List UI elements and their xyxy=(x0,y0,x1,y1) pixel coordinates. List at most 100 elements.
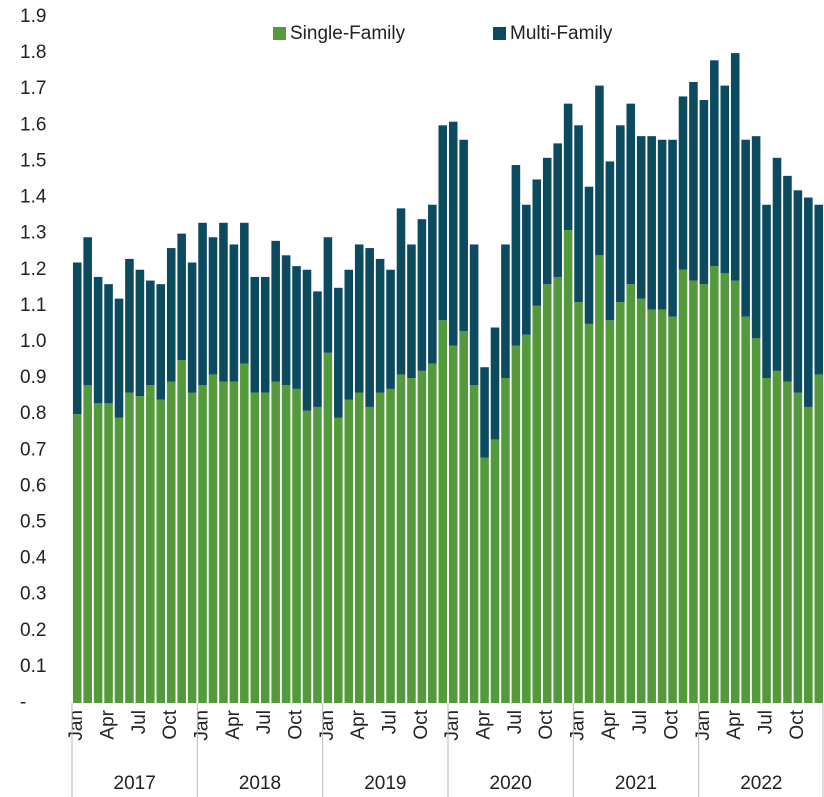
bar-segment xyxy=(313,406,322,703)
bar-segment xyxy=(574,302,583,703)
bar-segment xyxy=(522,334,531,703)
bar-segment xyxy=(135,269,145,397)
bar-segment xyxy=(459,139,468,332)
bar-segment xyxy=(563,103,573,231)
bar-segment xyxy=(114,298,124,418)
bar-segment xyxy=(146,280,155,386)
bar-segment xyxy=(532,305,542,703)
bar-segment xyxy=(428,204,437,364)
bar-segment xyxy=(271,381,280,703)
bar-segment xyxy=(814,374,824,703)
bar-segment xyxy=(605,161,615,321)
bar-segment xyxy=(668,316,677,703)
y-tick-label: 1.0 xyxy=(20,331,46,352)
bar-segment xyxy=(240,222,249,364)
y-tick-label: - xyxy=(20,692,26,713)
bar-segment xyxy=(553,143,562,277)
bar-segment xyxy=(156,284,166,400)
bar-segment xyxy=(657,139,667,310)
bar-segment xyxy=(480,367,489,458)
bar-segment xyxy=(783,175,792,382)
bar-segment xyxy=(375,392,385,703)
bar-segment xyxy=(146,385,155,703)
bar-segment xyxy=(563,230,573,703)
x-tick-label: Apr xyxy=(348,709,369,739)
bar-segment xyxy=(407,378,416,703)
x-tick-label: Jan xyxy=(192,710,213,741)
bar-segment xyxy=(198,222,207,386)
bar-segment xyxy=(438,125,448,321)
bar-segment xyxy=(302,269,312,411)
x-tick-label: Jul xyxy=(380,710,401,734)
bar-segment xyxy=(511,165,521,346)
bar-segment xyxy=(511,345,521,703)
bar-segment xyxy=(699,100,709,285)
x-tick-label: Apr xyxy=(599,709,620,739)
bar-segment xyxy=(428,363,437,703)
bar-segment xyxy=(730,280,740,703)
bar-segment xyxy=(751,136,761,339)
bar-segment xyxy=(187,262,197,393)
x-tick-label: Jul xyxy=(254,710,275,734)
y-tick-label: 1.9 xyxy=(20,6,46,27)
bar-segment xyxy=(334,417,343,703)
bar-segment xyxy=(616,125,625,303)
bar-segment xyxy=(166,248,176,382)
bar-segment xyxy=(177,233,186,360)
bar-segment xyxy=(219,222,228,382)
bar-segment xyxy=(626,103,636,285)
y-tick-label: 0.5 xyxy=(20,511,46,532)
legend-swatch xyxy=(493,27,506,40)
y-tick-label: 0.8 xyxy=(20,403,46,424)
legend-label: Multi-Family xyxy=(510,23,613,44)
bar-segment xyxy=(480,457,489,703)
y-tick-label: 0.6 xyxy=(20,475,46,496)
bar-segment xyxy=(313,291,322,407)
x-tick-label: Oct xyxy=(411,709,432,739)
bar-segment xyxy=(198,385,207,703)
bar-segment xyxy=(302,410,312,703)
bar-segment xyxy=(605,320,615,703)
bar-segment xyxy=(135,396,145,703)
y-tick-label: 1.5 xyxy=(20,150,46,171)
bar-segment xyxy=(375,258,385,393)
y-tick-label: 1.1 xyxy=(20,295,46,316)
bar-segment xyxy=(93,403,103,703)
year-label: 2019 xyxy=(364,773,406,794)
x-tick-label: Apr xyxy=(474,709,495,739)
x-tick-label: Oct xyxy=(286,709,307,739)
bar-segment xyxy=(553,276,562,703)
x-tick-label: Jul xyxy=(505,710,526,734)
bar-segment xyxy=(83,237,92,386)
bar-segment xyxy=(741,139,750,317)
y-tick-label: 1.6 xyxy=(20,114,46,135)
legend-label: Single-Family xyxy=(290,23,406,44)
y-tick-label: 1.3 xyxy=(20,223,46,244)
bar-segment xyxy=(354,392,364,703)
bar-segment xyxy=(386,269,395,389)
bar-segment xyxy=(542,157,552,285)
bar-segment xyxy=(804,197,813,407)
bar-segment xyxy=(292,388,301,703)
bar-segment xyxy=(396,208,406,375)
bar-segment xyxy=(72,262,82,415)
x-tick-label: Jul xyxy=(756,710,777,734)
bar-segment xyxy=(626,284,636,703)
bar-segment xyxy=(417,219,427,371)
bar-segment xyxy=(229,244,239,382)
y-tick-label: 0.2 xyxy=(20,620,46,641)
bar-segment xyxy=(710,60,719,267)
x-tick-label: Jan xyxy=(693,710,714,741)
bar-segment xyxy=(814,204,824,375)
bar-segment xyxy=(240,363,249,703)
x-tick-label: Jan xyxy=(317,710,338,741)
legend-swatch xyxy=(273,27,286,40)
y-tick-label: 0.3 xyxy=(20,584,46,605)
y-tick-label: 1.2 xyxy=(20,259,46,280)
bar-segment xyxy=(595,255,604,703)
bar-segment xyxy=(114,417,124,703)
y-tick-label: 0.4 xyxy=(20,548,47,569)
bar-segment xyxy=(490,439,500,703)
bar-segment xyxy=(459,331,468,703)
bar-segment xyxy=(751,338,761,703)
